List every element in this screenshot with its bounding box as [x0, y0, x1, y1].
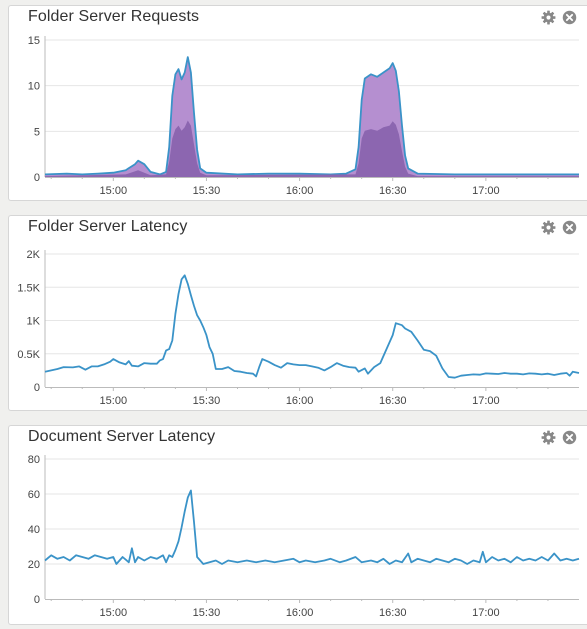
close-icon[interactable] — [562, 220, 577, 235]
y-tick-label: 0 — [34, 594, 40, 606]
panel-folder-server-requests: Folder Server Requests 0 5 10 15 15:00 15:30 1… — [8, 5, 587, 201]
x-tick-label: 16:30 — [379, 185, 407, 197]
x-tick-label: 16:30 — [379, 395, 407, 407]
y-tick-label: 0 — [34, 172, 40, 184]
y-tick-label: 80 — [28, 454, 40, 466]
gear-icon[interactable] — [541, 430, 556, 445]
panel-controls — [541, 10, 577, 25]
series-line — [44, 56, 579, 176]
series-line — [44, 274, 580, 379]
x-tick-label: 16:00 — [286, 395, 314, 407]
chart-document-server-latency: 0 20 40 60 80 15:00 15:30 16:00 16:30 17:00 — [28, 454, 580, 619]
y-tick-label: 2K — [27, 249, 41, 261]
panel-title: Folder Server Latency — [28, 218, 188, 235]
chart-folder-server-latency: 0 0.5K 1K 1.5K 2K 15:00 15:30 16:00 16:30 17:00 — [17, 249, 580, 407]
close-icon[interactable] — [562, 430, 577, 445]
x-tick-label: 15:00 — [100, 185, 128, 197]
series-line — [44, 489, 580, 565]
x-tick-label: 16:00 — [286, 185, 314, 197]
y-tick-label: 0.5K — [17, 349, 40, 361]
y-tick-label: 20 — [28, 559, 40, 571]
close-icon[interactable] — [562, 10, 577, 25]
x-tick-label: 16:30 — [379, 607, 407, 619]
y-tick-label: 10 — [28, 81, 40, 93]
chart-folder-server-requests: 0 5 10 15 15:00 15:30 16:00 16:30 17:00 — [28, 35, 579, 197]
x-tick-label: 15:00 — [100, 607, 128, 619]
panel-title: Folder Server Requests — [28, 8, 200, 25]
y-tick-label: 5 — [34, 126, 40, 138]
series-area-outer — [45, 57, 579, 177]
x-tick-label: 17:00 — [472, 607, 500, 619]
x-tick-label: 15:00 — [100, 395, 128, 407]
y-tick-label: 1.5K — [17, 282, 40, 294]
x-tick-label: 17:00 — [472, 185, 500, 197]
y-tick-label: 40 — [28, 524, 40, 536]
gear-icon[interactable] — [541, 220, 556, 235]
panel-title: Document Server Latency — [28, 428, 216, 445]
y-tick-label: 60 — [28, 489, 40, 501]
y-tick-label: 15 — [28, 35, 40, 47]
panel-folder-server-latency: Folder Server Latency 0 0.5K 1K 1.5K 2K 15:00… — [8, 215, 587, 411]
x-tick-label: 15:30 — [193, 607, 221, 619]
y-tick-label: 1K — [27, 316, 41, 328]
panel-controls — [541, 430, 577, 445]
x-tick-label: 15:30 — [193, 395, 221, 407]
gear-icon[interactable] — [541, 10, 556, 25]
panel-controls — [541, 220, 577, 235]
x-tick-label: 15:30 — [193, 185, 221, 197]
x-tick-label: 16:00 — [286, 607, 314, 619]
panel-document-server-latency: Document Server Latency 0 20 40 60 80 15:00 15… — [8, 425, 587, 625]
series-area-inner — [45, 120, 579, 177]
y-tick-label: 0 — [34, 382, 40, 394]
x-tick-label: 17:00 — [472, 395, 500, 407]
